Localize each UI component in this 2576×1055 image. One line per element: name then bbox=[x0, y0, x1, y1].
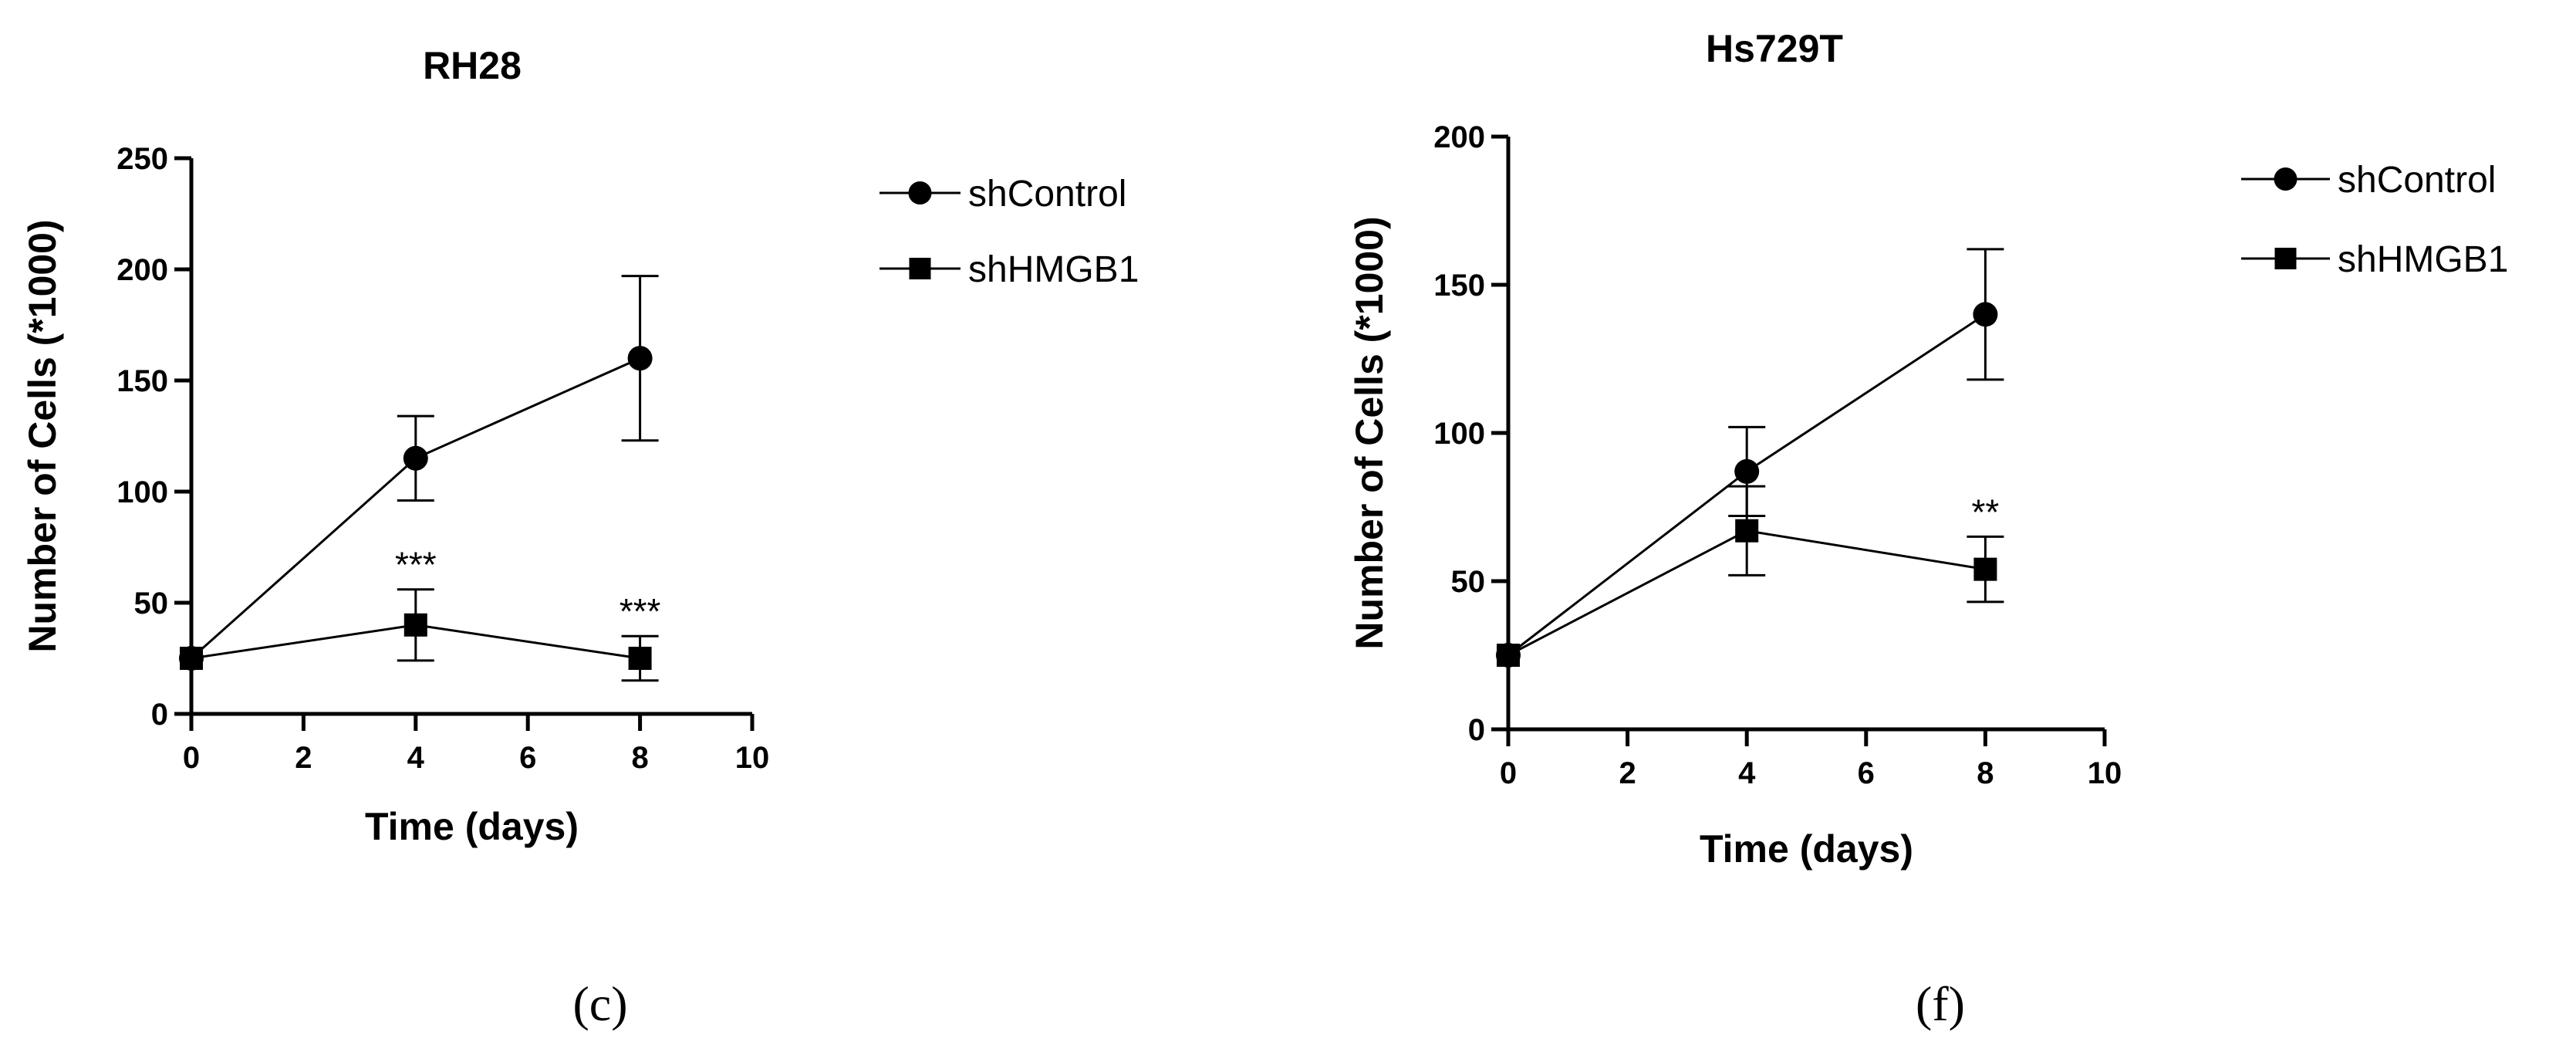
legend-label: shControl bbox=[968, 174, 1126, 215]
y-axis-label: Number of Cells (*1000) bbox=[21, 219, 64, 652]
series-shhmgb1 bbox=[180, 588, 659, 682]
legend-square-marker bbox=[2274, 248, 2297, 269]
data-point bbox=[403, 613, 427, 637]
legend-label: shHMGB1 bbox=[968, 249, 1139, 290]
y-tick-label: 200 bbox=[116, 253, 168, 287]
data-point bbox=[627, 346, 653, 371]
x-tick-label: 6 bbox=[519, 741, 536, 775]
x-tick-label: 4 bbox=[1738, 756, 1756, 790]
x-tick-label: 2 bbox=[1619, 756, 1636, 790]
x-tick-label: 8 bbox=[1977, 756, 1994, 790]
x-tick-label: 4 bbox=[407, 741, 425, 775]
y-tick-label: 50 bbox=[1451, 565, 1486, 599]
y-tick-label: 100 bbox=[116, 475, 168, 509]
x-axis-label: Time (days) bbox=[1700, 827, 1913, 871]
chart-panel-rh28: RH28 0 50 100 150 200 250 0 2 4 6 8 10 Time (days) Num… bbox=[21, 44, 1139, 1031]
legend-item-shcontrol: shControl bbox=[879, 174, 1126, 215]
series-shhmgb1 bbox=[1497, 485, 2004, 667]
x-axis-label: Time (days) bbox=[365, 805, 579, 848]
chart-title: RH28 bbox=[423, 44, 522, 87]
data-point bbox=[1497, 644, 1520, 667]
x-tick-label: 10 bbox=[2088, 756, 2122, 790]
x-tick-label: 2 bbox=[295, 741, 312, 775]
y-tick-label: 250 bbox=[116, 142, 168, 176]
significance-annotation: *** bbox=[395, 545, 437, 585]
legend-item-shhmgb1: shHMGB1 bbox=[2241, 239, 2508, 280]
legend-circle-marker bbox=[2274, 167, 2297, 191]
y-tick-label: 150 bbox=[1433, 269, 1485, 303]
y-tick-label: 0 bbox=[151, 698, 168, 732]
x-tick-label: 10 bbox=[735, 741, 770, 775]
legend-square-marker bbox=[909, 258, 931, 279]
data-point bbox=[1973, 557, 1997, 581]
panel-label: (f) bbox=[1916, 976, 1965, 1031]
y-tick-label: 0 bbox=[1468, 713, 1485, 747]
y-tick-label: 100 bbox=[1433, 417, 1485, 451]
data-point bbox=[180, 647, 203, 670]
y-tick-label: 50 bbox=[134, 587, 169, 620]
data-point bbox=[628, 647, 652, 670]
data-point bbox=[1973, 302, 1998, 327]
series-shcontrol bbox=[179, 275, 659, 671]
panel-label: (c) bbox=[572, 976, 627, 1031]
x-tick-label: 6 bbox=[1858, 756, 1875, 790]
y-tick-label: 150 bbox=[116, 364, 168, 398]
x-tick-label: 8 bbox=[631, 741, 648, 775]
chart-panel-hs729t: Hs729T 0 50 100 150 200 0 2 4 6 8 10 Time (days) Numb… bbox=[1348, 27, 2508, 1031]
y-axis-label: Number of Cells (*1000) bbox=[1348, 216, 1391, 649]
significance-annotation: ** bbox=[1971, 492, 1999, 532]
series-shcontrol bbox=[1496, 248, 2004, 668]
legend-circle-marker bbox=[908, 181, 932, 205]
legend-label: shHMGB1 bbox=[2338, 239, 2508, 280]
data-point bbox=[403, 445, 428, 471]
legend-item-shhmgb1: shHMGB1 bbox=[879, 249, 1139, 290]
legend-label: shControl bbox=[2338, 160, 2496, 201]
data-point bbox=[1735, 519, 1759, 543]
data-point bbox=[1734, 458, 1760, 484]
significance-annotation: *** bbox=[620, 591, 661, 631]
x-tick-label: 0 bbox=[1500, 756, 1517, 790]
y-tick-label: 200 bbox=[1433, 120, 1485, 154]
chart-title: Hs729T bbox=[1706, 27, 1843, 70]
legend-item-shcontrol: shControl bbox=[2241, 160, 2496, 201]
x-tick-label: 0 bbox=[183, 741, 200, 775]
